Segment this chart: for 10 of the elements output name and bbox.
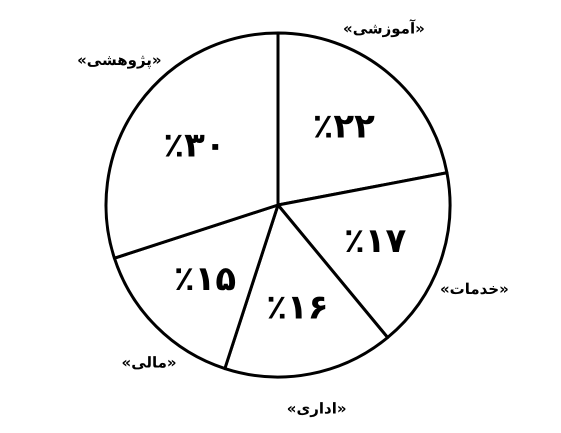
- data-label: ٪۳۰: [163, 125, 226, 166]
- slice-label: «اداری»: [286, 400, 347, 418]
- data-label: ٪۱۶: [266, 287, 328, 328]
- data-label: ٪۲۲: [312, 106, 376, 146]
- slice-label: «مالی»: [122, 353, 177, 372]
- data-label: ٪۱۵: [174, 258, 236, 299]
- slice-label: «آموزشی»: [343, 18, 425, 38]
- slice-label: «پژوهشی»: [77, 51, 162, 70]
- slice-label: «خدمات»: [440, 280, 509, 298]
- data-label: ٪۱۷: [344, 220, 406, 261]
